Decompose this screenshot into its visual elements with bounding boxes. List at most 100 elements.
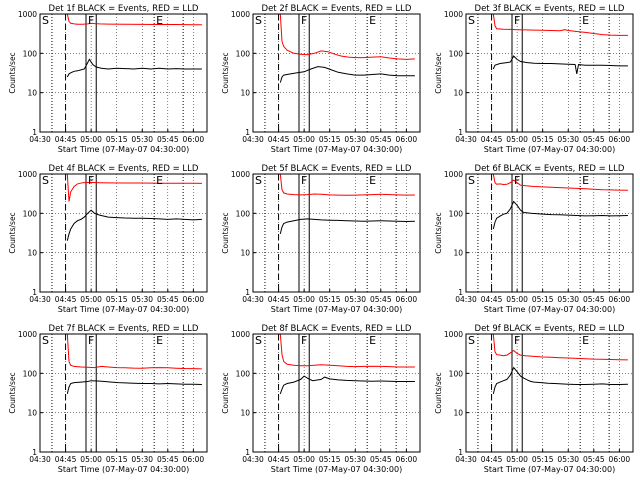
x-axis-label: Start Time (07-May-07 04:30:00): [271, 305, 402, 314]
y-tick-label: 1: [458, 128, 463, 137]
plot-frame: [252, 333, 421, 453]
x-tick-label: 04:45: [55, 455, 77, 464]
x-tick-label: 05:30: [131, 295, 153, 304]
series-line-lld: [492, 173, 628, 191]
y-tick-label: 100: [236, 369, 251, 378]
y-tick-label: 100: [449, 369, 464, 378]
x-tick-label: 05:45: [157, 295, 179, 304]
y-tick-label: 100: [236, 49, 251, 58]
x-tick-label: 06:00: [396, 135, 418, 144]
series-line-events: [279, 375, 415, 395]
x-tick-label: 05:15: [106, 455, 128, 464]
x-tick-label: 05:15: [106, 295, 128, 304]
y-axis-label: Counts/sec: [434, 52, 443, 93]
y-tick-label: 1000: [231, 10, 250, 19]
x-tick-label: 05:15: [532, 455, 554, 464]
marker-label-f: F: [301, 334, 307, 347]
chart-title: Det 1f BLACK = Events, RED = LLD: [49, 4, 199, 14]
x-tick-label: 06:00: [396, 455, 418, 464]
plot-frame: [465, 13, 634, 133]
y-tick-label: 10: [27, 89, 37, 98]
y-tick-label: 100: [23, 369, 38, 378]
x-axis-label: Start Time (07-May-07 04:30:00): [484, 305, 615, 314]
marker-label-f: F: [301, 174, 307, 187]
x-tick-label: 05:30: [344, 455, 366, 464]
plot-frame: [39, 173, 208, 293]
y-axis-label: Counts/sec: [8, 52, 17, 93]
y-tick-label: 1000: [18, 330, 37, 339]
x-tick-label: 05:30: [131, 135, 153, 144]
x-tick-label: 04:30: [242, 295, 264, 304]
x-tick-label: 06:00: [609, 135, 631, 144]
x-tick-label: 05:30: [344, 295, 366, 304]
x-axis-label: Start Time (07-May-07 04:30:00): [484, 465, 615, 474]
y-tick-label: 10: [27, 409, 37, 418]
series-line-events: [279, 218, 415, 235]
marker-label-s: S: [255, 174, 262, 187]
x-tick-label: 04:30: [455, 295, 477, 304]
series-line-lld: [492, 13, 628, 36]
x-tick-label: 04:30: [29, 455, 51, 464]
x-axis-label: Start Time (07-May-07 04:30:00): [271, 465, 402, 474]
y-tick-label: 10: [240, 249, 250, 258]
x-tick-label: 05:45: [583, 135, 605, 144]
x-tick-label: 05:45: [583, 295, 605, 304]
series-line-lld: [66, 333, 202, 370]
y-tick-label: 1000: [231, 330, 250, 339]
marker-label-f: F: [514, 14, 520, 27]
x-tick-label: 05:00: [293, 455, 315, 464]
y-tick-label: 1: [32, 448, 37, 457]
marker-label-s: S: [42, 174, 49, 187]
x-tick-label: 04:45: [55, 295, 77, 304]
x-tick-label: 05:00: [506, 455, 528, 464]
x-tick-label: 04:45: [481, 135, 503, 144]
marker-label-f: F: [88, 174, 94, 187]
x-tick-label: 05:00: [80, 135, 102, 144]
y-tick-label: 10: [453, 89, 463, 98]
series-line-events: [66, 58, 202, 78]
y-axis-label: Counts/sec: [8, 372, 17, 413]
plot-frame: [465, 333, 634, 453]
marker-label-s: S: [468, 174, 475, 187]
plot-frame: [252, 13, 421, 133]
x-axis-label: Start Time (07-May-07 04:30:00): [58, 465, 189, 474]
x-tick-label: 05:15: [319, 135, 341, 144]
marker-label-f: F: [514, 334, 520, 347]
x-tick-label: 05:00: [293, 295, 315, 304]
series-line-lld: [279, 173, 415, 196]
marker-label-e: E: [582, 174, 589, 187]
x-tick-label: 04:30: [455, 135, 477, 144]
marker-label-s: S: [255, 334, 262, 347]
marker-label-f: F: [88, 14, 94, 27]
x-tick-label: 06:00: [183, 455, 205, 464]
marker-label-s: S: [42, 14, 49, 27]
x-axis-label: Start Time (07-May-07 04:30:00): [484, 145, 615, 154]
x-tick-label: 06:00: [183, 295, 205, 304]
y-tick-label: 100: [23, 49, 38, 58]
y-tick-label: 10: [240, 409, 250, 418]
marker-label-e: E: [582, 334, 589, 347]
series-line-events: [66, 380, 202, 395]
chart-title: Det 6f BLACK = Events, RED = LLD: [475, 164, 625, 174]
series-line-lld: [279, 333, 415, 368]
plot-frame: [252, 173, 421, 293]
chart-title: Det 7f BLACK = Events, RED = LLD: [49, 324, 199, 334]
x-tick-label: 05:45: [157, 135, 179, 144]
x-axis-label: Start Time (07-May-07 04:30:00): [58, 145, 189, 154]
marker-label-f: F: [301, 14, 307, 27]
series-line-lld: [66, 13, 202, 26]
y-tick-label: 1: [245, 448, 250, 457]
y-tick-label: 10: [240, 89, 250, 98]
x-tick-label: 05:45: [370, 295, 392, 304]
x-tick-label: 04:45: [268, 455, 290, 464]
x-tick-label: 04:30: [242, 455, 264, 464]
marker-label-s: S: [42, 334, 49, 347]
series-line-events: [66, 209, 202, 241]
x-tick-label: 04:30: [29, 295, 51, 304]
x-tick-label: 05:45: [370, 455, 392, 464]
